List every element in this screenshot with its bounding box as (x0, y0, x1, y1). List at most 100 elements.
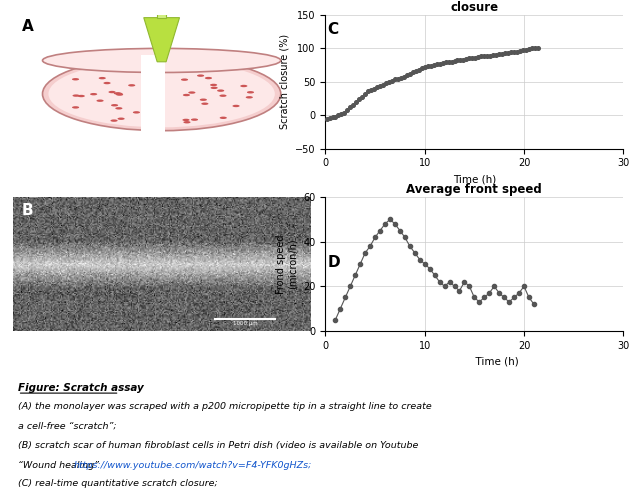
Text: “Wound healing”: “Wound healing” (18, 461, 102, 470)
Point (390, 220, 400, 228)
Ellipse shape (115, 107, 122, 110)
Ellipse shape (245, 96, 253, 98)
Point (369, 84, 379, 92)
X-axis label: Time (h): Time (h) (453, 174, 496, 184)
Point (322, 115, 333, 123)
Point (360, 90, 370, 98)
Point (499, 293, 509, 301)
Y-axis label: Frond speed
(micron/h): Frond speed (micron/h) (276, 235, 298, 294)
Text: https://www.youtube.com/watch?v=F4-YFK0gHZs;: https://www.youtube.com/watch?v=F4-YFK0g… (73, 461, 312, 470)
Point (330, 113, 340, 121)
Point (488, 51, 499, 59)
Point (420, 63, 430, 71)
Point (459, 278, 469, 286)
Point (497, 50, 508, 58)
Point (400, 234, 410, 242)
Point (404, 242, 415, 250)
Point (503, 49, 513, 57)
Point (432, 60, 442, 68)
Point (333, 111, 343, 119)
Ellipse shape (183, 94, 190, 96)
Ellipse shape (233, 105, 240, 107)
Point (410, 249, 420, 257)
Point (355, 260, 365, 268)
Point (474, 298, 485, 306)
X-axis label:               Time (h): Time (h) (430, 356, 519, 366)
Title: Percentage of scratch
closure: Percentage of scratch closure (401, 0, 548, 14)
Point (434, 60, 445, 68)
Text: C: C (328, 22, 338, 37)
Ellipse shape (200, 98, 207, 101)
Point (527, 44, 537, 52)
Point (518, 46, 528, 54)
Point (506, 48, 516, 56)
Ellipse shape (201, 102, 209, 105)
Ellipse shape (219, 94, 226, 97)
Point (494, 50, 504, 58)
Point (402, 71, 412, 79)
Point (396, 74, 406, 82)
Ellipse shape (211, 87, 218, 89)
Point (512, 48, 522, 56)
Point (521, 46, 531, 54)
Point (461, 55, 471, 63)
Point (393, 74, 403, 82)
Point (381, 79, 391, 87)
Point (350, 271, 361, 279)
Ellipse shape (43, 48, 280, 72)
Point (464, 282, 474, 290)
Point (438, 59, 448, 67)
Ellipse shape (197, 74, 204, 77)
Point (375, 227, 385, 235)
Point (479, 52, 489, 60)
Ellipse shape (78, 95, 85, 97)
Point (387, 76, 397, 84)
Point (351, 98, 361, 106)
Point (366, 86, 377, 94)
Point (417, 64, 427, 72)
Point (509, 293, 519, 301)
Ellipse shape (99, 77, 106, 79)
Point (439, 282, 450, 290)
Point (467, 54, 478, 62)
Point (524, 293, 534, 301)
Text: Figure: Scratch assay: Figure: Scratch assay (18, 383, 143, 393)
Point (514, 289, 524, 297)
Title: Average front speed: Average front speed (406, 183, 543, 196)
Ellipse shape (72, 78, 79, 80)
Ellipse shape (97, 99, 104, 102)
Ellipse shape (72, 106, 79, 109)
Point (484, 289, 494, 297)
Ellipse shape (188, 66, 195, 68)
Point (326, 114, 336, 122)
Point (420, 260, 430, 268)
Ellipse shape (73, 94, 80, 97)
Point (345, 282, 356, 290)
Point (446, 58, 457, 66)
Point (445, 278, 455, 286)
Ellipse shape (247, 91, 254, 93)
Point (452, 56, 462, 64)
Point (530, 44, 540, 52)
Ellipse shape (43, 57, 280, 131)
Ellipse shape (219, 117, 227, 119)
Point (354, 95, 364, 103)
Point (434, 278, 445, 286)
Text: 1000 μm: 1000 μm (233, 320, 258, 325)
Point (330, 316, 340, 324)
Point (336, 110, 347, 118)
Ellipse shape (205, 77, 212, 79)
Point (339, 109, 349, 117)
Point (425, 264, 435, 272)
Point (380, 220, 390, 228)
Point (348, 101, 358, 109)
Ellipse shape (90, 93, 97, 95)
Ellipse shape (48, 60, 275, 127)
Point (340, 293, 350, 301)
Ellipse shape (128, 84, 135, 86)
Point (500, 49, 510, 57)
Point (408, 68, 418, 76)
Ellipse shape (240, 85, 247, 87)
Ellipse shape (181, 78, 188, 81)
Point (479, 293, 489, 301)
